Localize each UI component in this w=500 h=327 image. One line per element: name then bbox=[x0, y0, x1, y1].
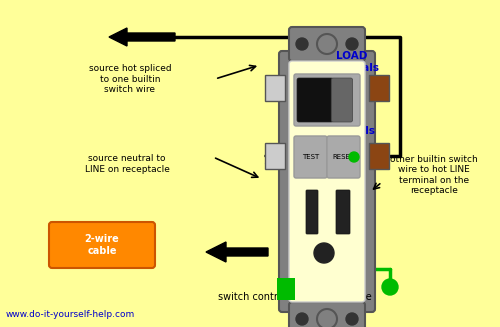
FancyBboxPatch shape bbox=[49, 222, 155, 268]
Text: source hot spliced
to one builtin
switch wire: source hot spliced to one builtin switch… bbox=[88, 64, 172, 94]
FancyBboxPatch shape bbox=[265, 143, 285, 169]
FancyBboxPatch shape bbox=[331, 78, 352, 122]
FancyBboxPatch shape bbox=[294, 136, 327, 178]
FancyBboxPatch shape bbox=[336, 190, 350, 234]
FancyBboxPatch shape bbox=[294, 74, 360, 126]
FancyBboxPatch shape bbox=[289, 61, 365, 302]
Circle shape bbox=[314, 243, 334, 263]
FancyBboxPatch shape bbox=[306, 190, 318, 234]
FancyBboxPatch shape bbox=[289, 302, 365, 327]
FancyArrow shape bbox=[206, 242, 268, 262]
Text: LINE
terminals: LINE terminals bbox=[320, 114, 376, 136]
Text: 2-wire
cable: 2-wire cable bbox=[84, 234, 120, 256]
Text: RESET: RESET bbox=[332, 154, 354, 160]
Circle shape bbox=[349, 152, 359, 162]
FancyBboxPatch shape bbox=[279, 51, 375, 312]
Circle shape bbox=[296, 313, 308, 325]
FancyBboxPatch shape bbox=[277, 278, 295, 300]
Circle shape bbox=[296, 38, 308, 50]
Text: www.do-it-yourself-help.com: www.do-it-yourself-help.com bbox=[6, 310, 135, 319]
FancyBboxPatch shape bbox=[265, 75, 285, 101]
FancyBboxPatch shape bbox=[369, 75, 389, 101]
Text: source neutral to
LINE on receptacle: source neutral to LINE on receptacle bbox=[84, 154, 170, 174]
FancyBboxPatch shape bbox=[369, 143, 389, 169]
Circle shape bbox=[382, 279, 398, 295]
Text: switch controls GFCI receptacle: switch controls GFCI receptacle bbox=[218, 292, 372, 302]
Text: LOAD
terminals: LOAD terminals bbox=[324, 51, 380, 73]
Circle shape bbox=[346, 313, 358, 325]
Text: other builtin switch
wire to hot LINE
terminal on the
receptacle: other builtin switch wire to hot LINE te… bbox=[390, 155, 478, 195]
FancyBboxPatch shape bbox=[289, 27, 365, 61]
Circle shape bbox=[346, 38, 358, 50]
FancyBboxPatch shape bbox=[297, 78, 333, 122]
FancyArrow shape bbox=[109, 28, 175, 46]
Text: TEST: TEST bbox=[302, 154, 319, 160]
FancyBboxPatch shape bbox=[327, 136, 360, 178]
